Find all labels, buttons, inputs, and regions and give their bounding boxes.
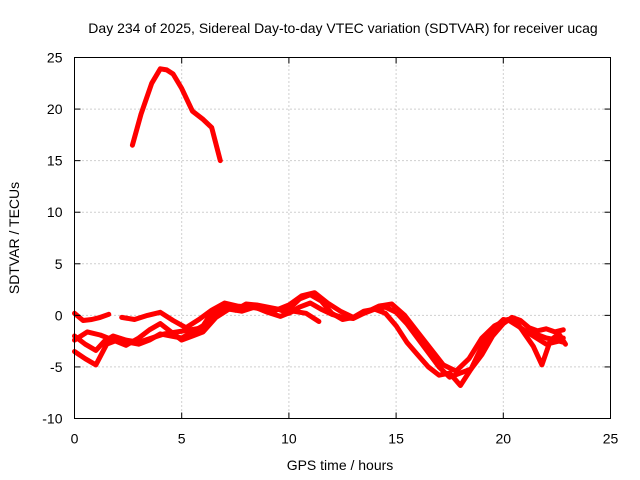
x-tick-label: 25 [603,431,619,447]
y-tick-label: 10 [47,204,63,220]
x-tick-label: 20 [496,431,512,447]
y-axis-tick-labels: -10 -5 0 5 10 15 20 25 [42,50,62,427]
y-tick-label: 15 [47,153,63,169]
series-line-arc-5 [119,290,566,374]
x-tick-label: 10 [281,431,297,447]
y-tick-label: -5 [50,359,63,375]
x-tick-label: 0 [71,431,79,447]
grid [74,57,611,419]
x-tick-label: 5 [178,431,186,447]
axis-ticks [74,57,611,419]
x-axis-tick-labels: 0 5 10 15 20 25 [71,431,619,447]
plot-frame [74,57,611,419]
y-tick-label: 5 [55,256,63,272]
y-axis-label: SDTVAR / TECUs [6,182,22,294]
data-series [72,66,568,388]
y-tick-label: 20 [47,101,63,117]
x-axis-label: GPS time / hours [287,457,394,473]
y-tick-label: 25 [47,50,63,66]
series-line-arc-7 [513,319,568,368]
x-tick-label: 15 [388,431,404,447]
series-line-arc-2 [72,310,112,323]
chart-title: Day 234 of 2025, Sidereal Day-to-day VTE… [88,20,597,36]
series-line-arc-6 [72,304,322,348]
y-tick-label: -10 [42,411,62,427]
y-tick-label: 0 [55,307,63,323]
series-line-arc-1 [129,66,223,164]
